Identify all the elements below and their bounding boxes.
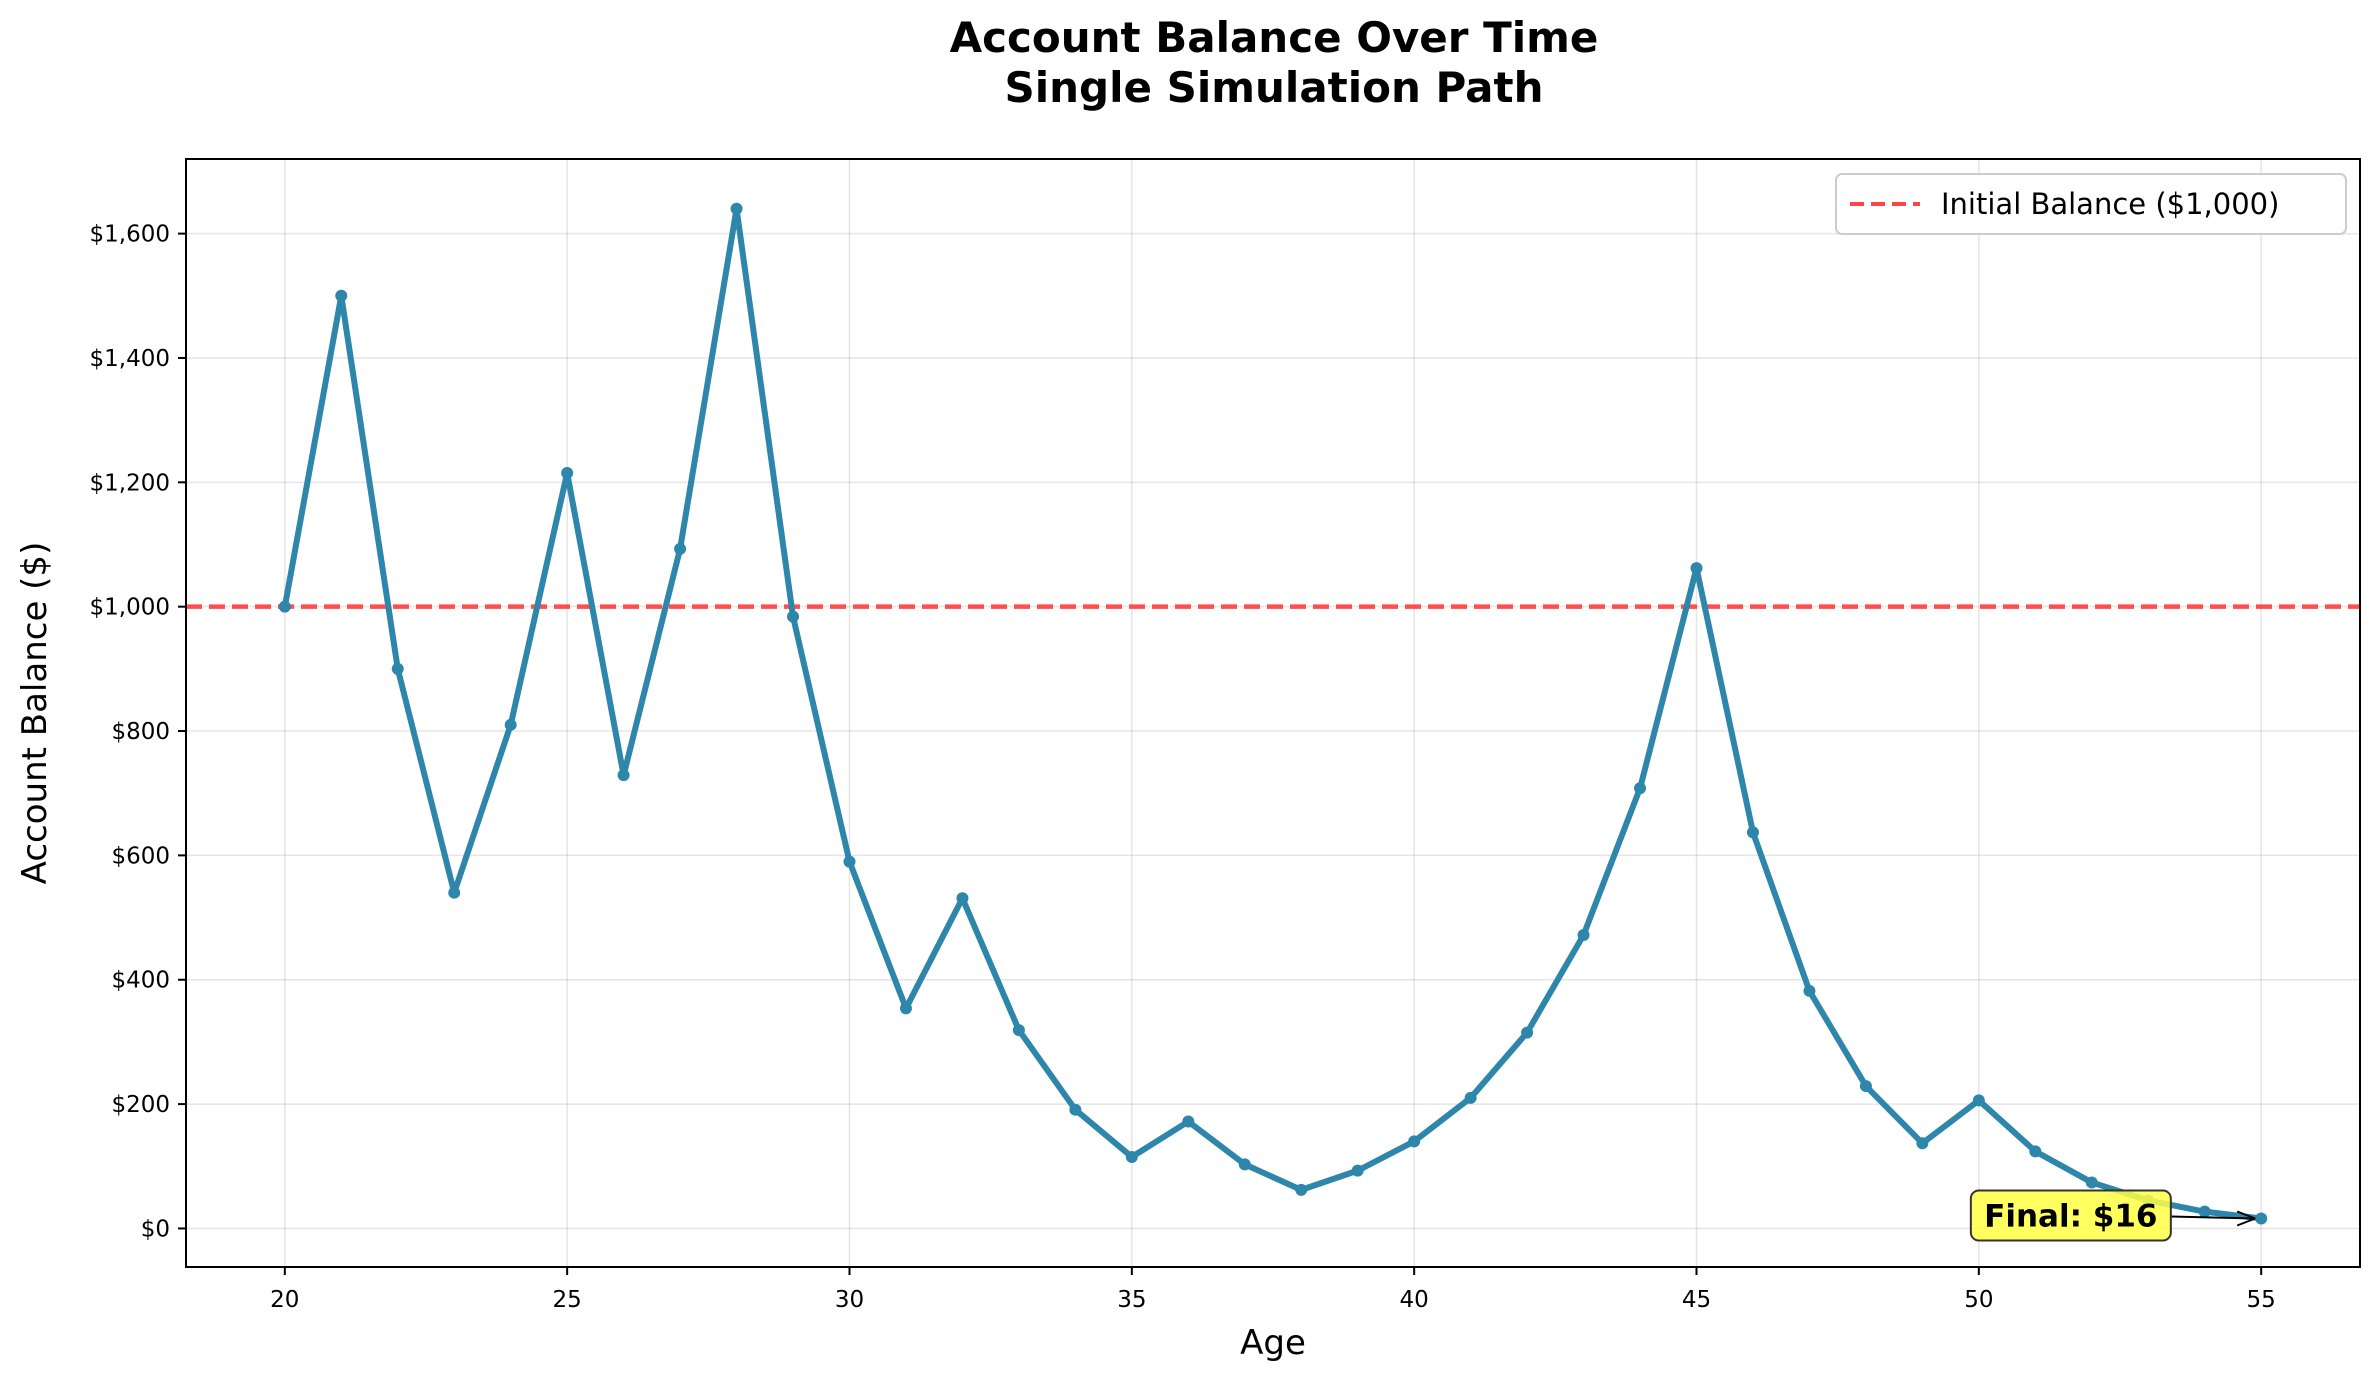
data-point-age-28 (730, 202, 743, 215)
data-point-age-35 (1125, 1150, 1138, 1163)
x-tick-label-40: 40 (1400, 1287, 1429, 1313)
y-tick-label-1000: $1,000 (90, 595, 170, 621)
data-point-age-47 (1803, 984, 1816, 997)
y-axis-label: Account Balance ($) (15, 542, 55, 885)
data-point-age-44 (1634, 782, 1647, 795)
legend: Initial Balance ($1,000) (1835, 173, 2347, 235)
annotation-arrowhead (2236, 1210, 2256, 1227)
data-point-age-55 (2255, 1212, 2268, 1225)
legend-label-initial-balance: Initial Balance ($1,000) (1941, 187, 2279, 221)
data-point-age-22 (391, 662, 404, 675)
data-point-age-24 (504, 718, 517, 731)
x-tick-label-55: 55 (2247, 1287, 2276, 1313)
data-point-age-51 (2029, 1145, 2042, 1158)
data-point-age-46 (1746, 826, 1759, 839)
data-point-age-36 (1182, 1115, 1195, 1128)
x-axis-ticks: 20 25 30 35 40 45 50 55 (270, 1267, 2276, 1313)
data-point-age-37 (1238, 1158, 1251, 1171)
y-tick-label-1400: $1,400 (90, 346, 170, 372)
x-tick-label-45: 45 (1682, 1287, 1711, 1313)
y-axis-ticks: $0 $200 $400 $600 $800 $1,000 $1,200 $1,400 $1,6… (90, 222, 186, 1242)
x-tick-label-50: 50 (1964, 1287, 1993, 1313)
data-point-age-39 (1351, 1164, 1364, 1177)
annotation-box (1969, 1189, 2172, 1242)
data-point-age-31 (899, 1002, 912, 1015)
plot-frame (185, 158, 2361, 1268)
y-tick-label-400: $400 (111, 968, 170, 994)
y-tick-label-600: $600 (111, 843, 170, 869)
series-line-0 (281, 205, 2265, 1222)
series-group (278, 202, 2268, 1225)
data-point-age-33 (1012, 1024, 1025, 1037)
data-point-age-54 (2198, 1205, 2211, 1218)
data-point-age-30 (843, 855, 856, 868)
data-point-age-34 (1069, 1103, 1082, 1116)
x-axis-label: Age (1240, 1323, 1306, 1363)
annotation-group: Final: $16 (1969, 1189, 2256, 1242)
data-point-age-52 (2085, 1176, 2098, 1189)
data-point-age-41 (1464, 1091, 1477, 1104)
data-point-age-26 (617, 769, 630, 782)
data-point-age-20 (278, 600, 291, 613)
y-tick-label-800: $800 (111, 719, 170, 745)
data-point-age-21 (335, 289, 348, 302)
x-tick-label-25: 25 (553, 1287, 582, 1313)
data-point-age-42 (1521, 1026, 1534, 1039)
data-point-age-25 (561, 466, 574, 479)
data-point-age-40 (1408, 1135, 1421, 1148)
x-tick-label-30: 30 (835, 1287, 864, 1313)
y-tick-label-1200: $1,200 (90, 470, 170, 496)
data-point-age-23 (448, 886, 461, 899)
y-tick-label-1600: $1,600 (90, 222, 170, 248)
data-point-age-45 (1690, 562, 1703, 575)
y-tick-label-200: $200 (111, 1092, 170, 1118)
data-point-age-48 (1859, 1080, 1872, 1093)
data-point-age-27 (674, 542, 687, 555)
x-tick-label-35: 35 (1117, 1287, 1146, 1313)
data-point-age-43 (1577, 928, 1590, 941)
data-point-age-49 (1916, 1137, 1929, 1150)
data-point-age-50 (1972, 1094, 1985, 1107)
chart-title-line1: Account Balance Over Time (950, 13, 1599, 62)
annotation-final-value: Final: $16 (1984, 1199, 2157, 1235)
y-tick-label-0: $0 (141, 1216, 170, 1242)
data-point-age-38 (1295, 1183, 1308, 1196)
data-point-age-32 (956, 892, 969, 905)
chart-title-line2: Single Simulation Path (1005, 63, 1544, 112)
legend-box (1835, 173, 2347, 235)
x-tick-label-20: 20 (270, 1287, 299, 1313)
annotation-arrow (2170, 1215, 2256, 1220)
data-point-age-29 (787, 610, 800, 623)
